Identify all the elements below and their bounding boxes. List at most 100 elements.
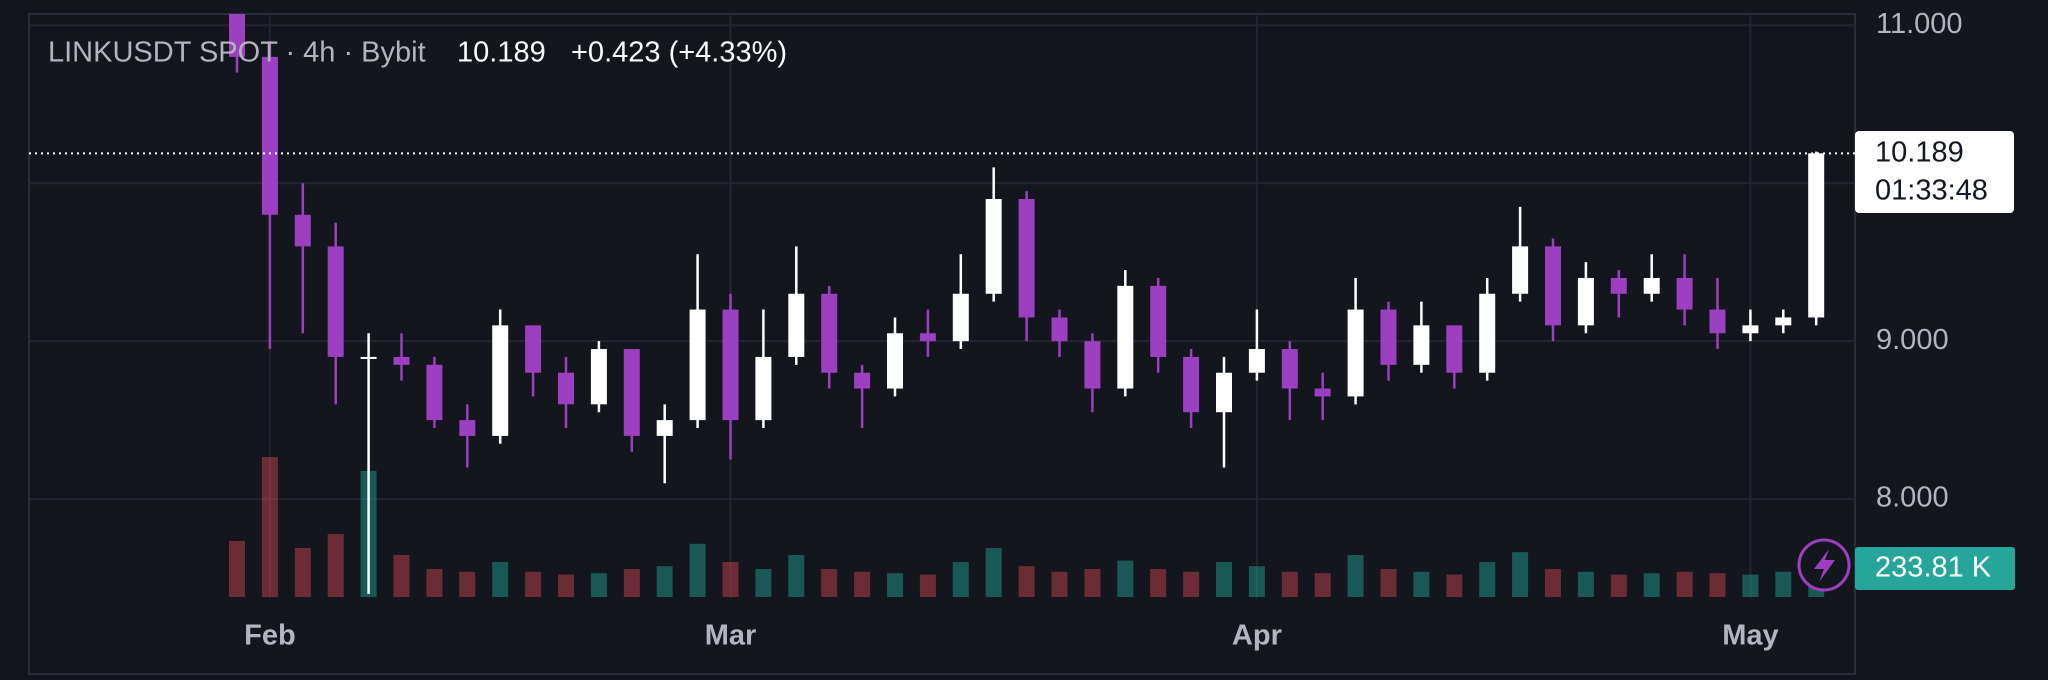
volume-bar (1577, 571, 1594, 597)
y-tick-label: 9.000 (1876, 324, 1949, 356)
plot-frame (28, 13, 1856, 675)
volume-bar (722, 562, 739, 597)
volume-bar (623, 569, 640, 597)
candle-body (558, 372, 574, 405)
candle-body (294, 214, 311, 247)
candle-body (1084, 341, 1101, 389)
volume-bar (788, 555, 805, 597)
candle-body (1281, 349, 1298, 389)
volume-bar (1479, 562, 1496, 597)
volume-bar (919, 574, 936, 597)
lightning-icon (1814, 549, 1835, 582)
volume-label-box (1855, 547, 2015, 590)
candle-body (788, 293, 805, 357)
candle-body (656, 420, 673, 436)
volume-bar (261, 457, 278, 597)
candle-body (360, 356, 377, 359)
price-label-box (1855, 131, 2014, 213)
x-tick-label: May (1722, 620, 1778, 652)
candle-body (1446, 325, 1463, 373)
candle-body (229, 14, 245, 57)
volume-bar (952, 562, 969, 597)
volume-bar (1117, 560, 1134, 597)
candles (229, 14, 1825, 594)
candle-body (1117, 285, 1134, 389)
volume-bar (1545, 569, 1561, 597)
candle-body (393, 356, 410, 365)
countdown: 01:33:48 (1875, 175, 1988, 207)
candle-body (854, 372, 871, 389)
candle-body (1347, 309, 1364, 397)
candle-body (1018, 199, 1035, 318)
x-tick-label: Mar (705, 620, 757, 652)
x-tick-label: Apr (1232, 620, 1282, 652)
volume-bar (393, 555, 410, 597)
volume-bar (1413, 571, 1430, 597)
price-label: 10.189 (1875, 137, 1964, 169)
volume-bar (1314, 573, 1331, 597)
candle-body (1216, 372, 1232, 413)
candle-body (755, 356, 772, 421)
candle-body (1676, 277, 1693, 310)
candle-body (952, 293, 969, 342)
candle-body (327, 246, 344, 357)
volume-bar (229, 541, 245, 597)
candle-body (623, 349, 640, 436)
candle-body (1643, 277, 1660, 294)
volume-bar (1380, 569, 1397, 597)
volume-bar (1051, 571, 1068, 597)
volume-bar (755, 569, 772, 597)
candle-body (525, 325, 542, 373)
volume-bar (327, 534, 344, 597)
candle-body (590, 349, 607, 405)
y-tick-label: 8.000 (1876, 482, 1949, 514)
volume-bar (459, 571, 476, 597)
volume-bar (525, 571, 542, 597)
candle-body (887, 333, 903, 389)
volume-bar (1709, 573, 1726, 597)
candle-body (1380, 309, 1397, 365)
candle-body (1248, 349, 1265, 373)
y-tick-label: 11.000 (1876, 8, 1963, 40)
candle-body (1545, 246, 1561, 326)
candle-body (1775, 317, 1792, 326)
volume-bar (492, 562, 509, 597)
candle-body (689, 309, 706, 421)
candle-body (1577, 277, 1594, 326)
volume-bar (426, 569, 443, 597)
volume-pane (229, 457, 1825, 597)
candle-body (1150, 285, 1167, 357)
volume-bar (1018, 566, 1035, 597)
candle-body (821, 293, 838, 373)
candle-body (261, 56, 278, 215)
volume-bar (821, 569, 838, 597)
candle-body (1742, 325, 1759, 334)
candle-body (1808, 153, 1825, 318)
volume-bar (1775, 571, 1792, 597)
volume-bar (1512, 552, 1529, 597)
volume-bar (1183, 571, 1200, 597)
candle-body (919, 333, 936, 342)
x-tick-label: Feb (244, 620, 296, 652)
candle-body (459, 420, 476, 436)
candle-body (492, 325, 509, 436)
volume-bar (1742, 574, 1759, 597)
candle-body (1314, 388, 1331, 397)
volume-bar (656, 566, 673, 597)
candle-body (1479, 293, 1496, 373)
volume-label: 233.81 K (1875, 552, 1992, 584)
volume-bar (689, 543, 706, 597)
volume-bar (854, 571, 871, 597)
volume-bar (1347, 555, 1364, 597)
volume-bar (887, 573, 903, 597)
candle-body (985, 199, 1002, 294)
candle-body (426, 364, 443, 421)
volume-bar (294, 548, 311, 597)
volume-bar (558, 574, 574, 597)
volume-bar (985, 548, 1002, 597)
candle-body (1183, 356, 1200, 413)
candle-body (1413, 325, 1430, 365)
header-change: +0.423 (+4.33%) (571, 37, 787, 69)
